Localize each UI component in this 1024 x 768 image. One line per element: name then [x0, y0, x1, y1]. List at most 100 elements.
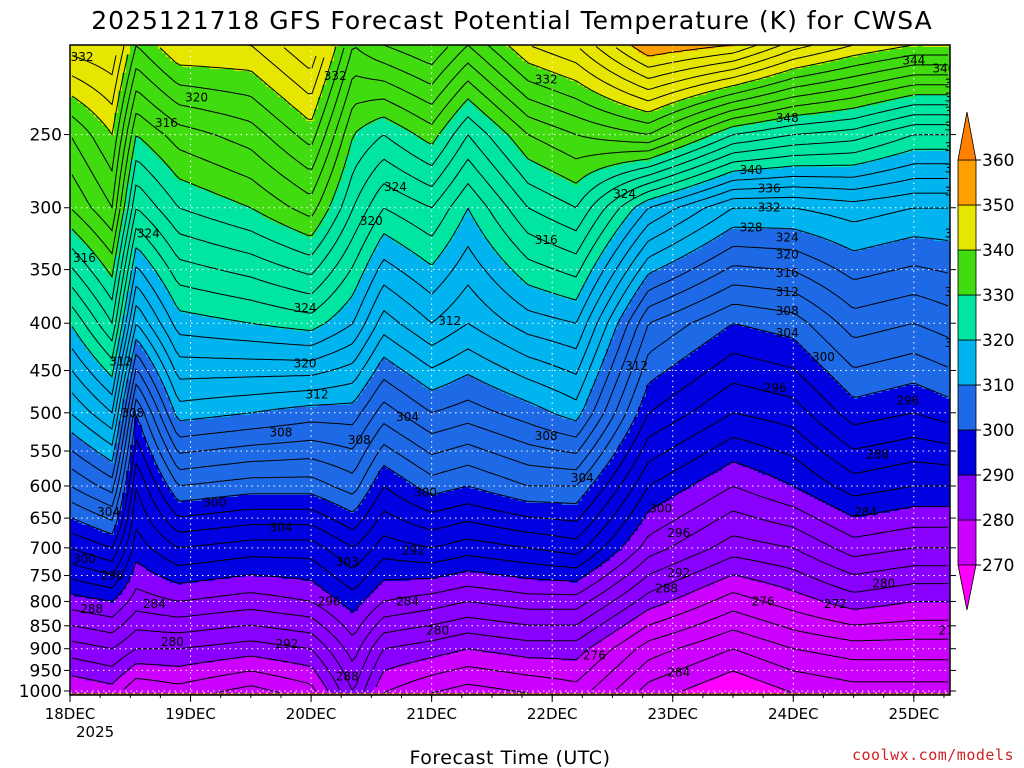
theta-band-cell — [714, 91, 719, 134]
theta-band-cell — [718, 581, 723, 678]
theta-contour — [71, 114, 948, 325]
theta-contour — [159, 46, 337, 120]
theta-band-cell — [558, 45, 563, 76]
theta-band-cell — [810, 497, 815, 600]
theta-band-cell — [558, 75, 563, 178]
theta-band-cell — [886, 243, 891, 392]
theta-band-cell — [826, 241, 831, 374]
theta-band-cell — [942, 45, 947, 48]
theta-band-cell — [662, 503, 667, 606]
theta-band-cell — [150, 363, 155, 456]
theta-band-cell — [594, 93, 599, 172]
theta-band-cell — [578, 417, 583, 502]
theta-band-cell — [162, 481, 167, 580]
theta-band-cell — [94, 45, 99, 118]
theta-band-cell — [278, 225, 283, 330]
theta-band-cell — [418, 383, 423, 490]
theta-band-cell — [842, 59, 847, 112]
theta-band-cell — [674, 495, 679, 600]
theta-band-cell — [146, 357, 151, 448]
theta-band-cell — [710, 681, 715, 695]
theta-band-cell — [170, 45, 175, 62]
theta-band-cell — [350, 297, 355, 404]
theta-band-cell — [834, 509, 839, 606]
theta-band-cell — [562, 581, 567, 662]
theta-band-cell — [542, 169, 547, 292]
theta-contour — [679, 670, 793, 693]
theta-band-cell — [70, 327, 75, 434]
theta-band-cell — [782, 483, 787, 590]
theta-band-cell — [910, 47, 915, 98]
theta-band-cell — [782, 45, 787, 74]
theta-band-cell — [498, 655, 503, 695]
theta-band-cell — [686, 51, 691, 100]
theta-band-cell — [650, 159, 655, 200]
chart-title: 2025121718 GFS Forecast Potential Temper… — [91, 6, 932, 35]
theta-band-cell — [566, 581, 571, 662]
contour-label: 320 — [360, 214, 383, 228]
theta-band-cell — [566, 661, 571, 695]
theta-band-cell — [790, 229, 795, 340]
theta-band-cell — [678, 599, 683, 694]
theta-band-cell — [934, 603, 939, 695]
theta-band-cell — [210, 69, 215, 194]
x-tick-label: 25DEC — [889, 705, 940, 723]
contour-label: 332 — [758, 201, 781, 215]
theta-band-cell — [470, 217, 475, 378]
contour-label: 304 — [396, 410, 419, 424]
theta-band-cell — [262, 411, 267, 496]
theta-band-cell — [690, 253, 695, 354]
theta-band-cell — [810, 599, 815, 695]
theta-band-cell — [706, 243, 711, 342]
theta-band-cell — [806, 67, 811, 116]
theta-band-cell — [422, 141, 427, 262]
theta-band-cell — [374, 121, 379, 250]
theta-band-cell — [290, 45, 295, 108]
theta-band-cell — [502, 133, 507, 264]
theta-band-cell — [738, 675, 743, 695]
theta-band-cell — [754, 471, 759, 582]
theta-band-cell — [254, 413, 259, 496]
theta-band-cell — [274, 93, 279, 224]
theta-band-cell — [310, 495, 315, 582]
theta-band-cell — [918, 387, 923, 508]
theta-band-cell — [814, 499, 819, 600]
theta-band-cell — [890, 101, 895, 158]
theta-band-cell — [894, 155, 899, 242]
theta-band-cell — [306, 45, 311, 122]
theta-band-cell — [794, 341, 799, 490]
theta-band-cell — [514, 53, 519, 146]
theta-band-cell — [258, 325, 263, 414]
theta-band-cell — [770, 477, 775, 586]
theta-band-cell — [622, 313, 627, 440]
theta-band-cell — [750, 125, 755, 172]
theta-band-cell — [182, 501, 187, 584]
theta-band-cell — [798, 491, 803, 596]
theta-band-cell — [222, 69, 227, 198]
theta-band-cell — [830, 507, 835, 606]
theta-band-cell — [630, 109, 635, 164]
theta-band-cell — [818, 65, 823, 114]
theta-band-cell — [546, 71, 551, 172]
theta-band-cell — [482, 115, 487, 238]
theta-band-cell — [534, 579, 539, 660]
terrain — [70, 692, 950, 695]
x-tick-label: 20DEC — [286, 705, 337, 723]
theta-band-cell — [726, 87, 731, 130]
theta-band-cell — [326, 405, 331, 502]
theta-band-cell — [766, 229, 771, 334]
theta-band-cell — [846, 609, 851, 695]
theta-band-cell — [734, 325, 739, 464]
theta-band-cell — [78, 239, 83, 340]
y-tick-label: 1000 — [19, 682, 62, 702]
theta-band-cell — [286, 409, 291, 496]
theta-band-cell — [826, 505, 831, 604]
theta-band-cell — [906, 97, 911, 154]
theta-band-cell — [722, 131, 727, 176]
theta-band-cell — [214, 417, 219, 500]
theta-band-cell — [274, 411, 279, 496]
theta-band-cell — [250, 575, 255, 658]
theta-band-cell — [562, 77, 567, 180]
theta-band-cell — [326, 691, 331, 695]
theta-band-cell — [530, 405, 535, 504]
